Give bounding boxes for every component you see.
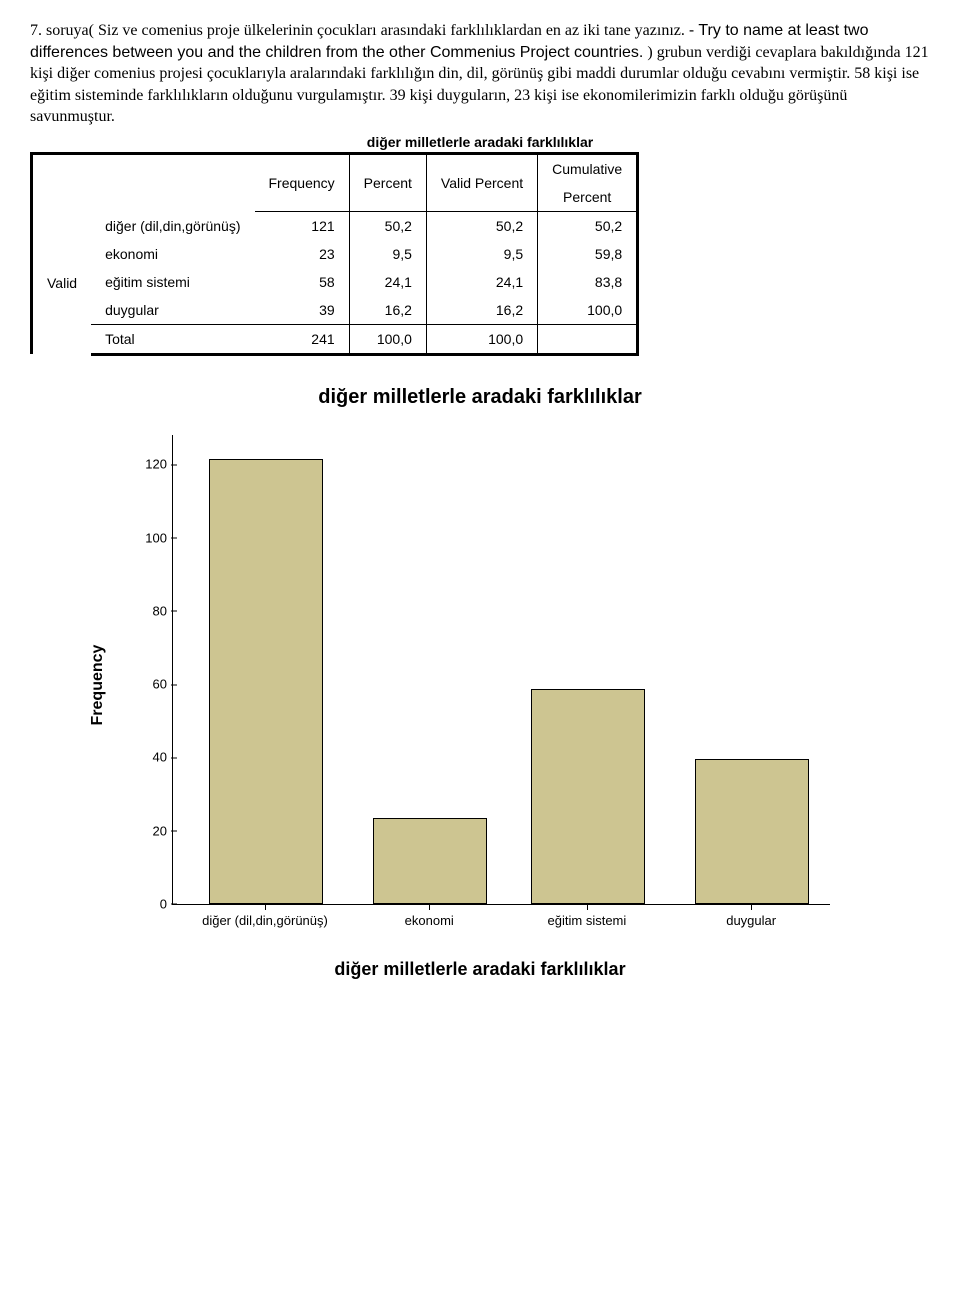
- y-tick: 120: [131, 457, 167, 472]
- y-tick: 60: [131, 677, 167, 692]
- table-row: Valid diğer (dil,din,görünüş) 121 50,2 5…: [32, 211, 638, 240]
- x-tick-mark: [265, 904, 266, 910]
- x-tick-mark: [751, 904, 752, 910]
- row-label: ekonomi: [91, 240, 254, 268]
- row-label: diğer (dil,din,görünüş): [91, 211, 254, 240]
- col-percent: Percent: [349, 153, 426, 211]
- bar: [531, 689, 645, 904]
- bar: [695, 759, 809, 904]
- x-tick-label: diğer (dil,din,görünüş): [202, 913, 328, 928]
- row-label: duygular: [91, 296, 254, 325]
- y-tick: 40: [131, 750, 167, 765]
- x-tick-label: ekonomi: [405, 913, 454, 928]
- y-tick: 100: [131, 530, 167, 545]
- q-prefix: 7. soruya( Siz ve comenius proje ülkeler…: [30, 22, 689, 39]
- table-row: ekonomi 23 9,5 9,5 59,8: [32, 240, 638, 268]
- bar-chart: diğer milletlerle aradaki farklılıklar F…: [30, 386, 930, 980]
- y-tick: 20: [131, 823, 167, 838]
- row-label: eğitim sistemi: [91, 268, 254, 296]
- frequency-table: Frequency Percent Valid Percent Cumulati…: [30, 152, 639, 356]
- chart-title: diğer milletlerle aradaki farklılıklar: [30, 386, 930, 409]
- x-axis-label: diğer milletlerle aradaki farklılıklar: [30, 959, 930, 980]
- col-valid-percent: Valid Percent: [426, 153, 537, 211]
- x-tick-mark: [429, 904, 430, 910]
- y-axis-label: Frequency: [89, 645, 107, 726]
- y-tick: 80: [131, 603, 167, 618]
- x-tick-label: duygular: [726, 913, 776, 928]
- question-paragraph: 7. soruya( Siz ve comenius proje ülkeler…: [30, 20, 930, 128]
- y-tick: 0: [131, 896, 167, 911]
- table-row: eğitim sistemi 58 24,1 24,1 83,8: [32, 268, 638, 296]
- table-total-row: Total 241 100,0 100,0: [32, 324, 638, 354]
- table-row: duygular 39 16,2 16,2 100,0: [32, 296, 638, 325]
- col-frequency: Frequency: [255, 153, 350, 211]
- table-title: diğer milletlerle aradaki farklılıklar: [30, 134, 930, 150]
- bar: [373, 818, 487, 904]
- bar: [209, 459, 323, 904]
- side-label: Valid: [32, 211, 92, 354]
- x-tick-label: eğitim sistemi: [548, 913, 627, 928]
- x-tick-mark: [587, 904, 588, 910]
- row-label: Total: [91, 324, 254, 354]
